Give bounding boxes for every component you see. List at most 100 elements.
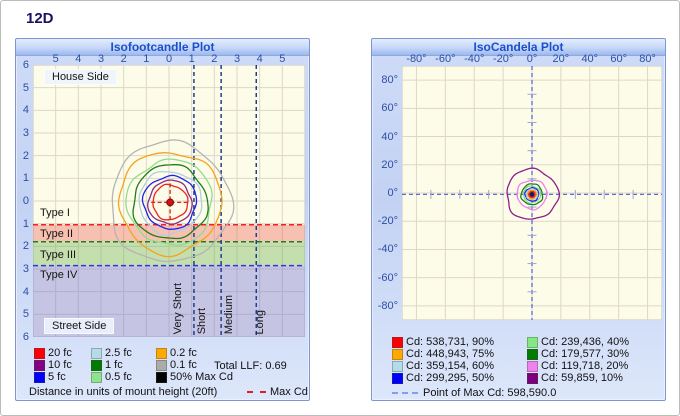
distance-units-note: Distance in units of mount height (20ft) bbox=[29, 386, 218, 398]
legend-label: 1 fc bbox=[105, 359, 123, 371]
distribution-label: Medium bbox=[223, 294, 236, 334]
contour-ring bbox=[125, 158, 213, 246]
y-tick-label: 1 bbox=[22, 172, 29, 185]
legend-swatch bbox=[34, 372, 45, 383]
legend-swatch bbox=[392, 349, 403, 360]
legend-swatch bbox=[156, 360, 167, 371]
zone-label: Type II bbox=[40, 228, 74, 240]
y-tick-label: 5 bbox=[22, 81, 29, 94]
x-tick-label: 2 bbox=[120, 53, 127, 65]
isofootcandle-panel: Isofootcandle Plot 5 4 3 2 1 0 1 2 3 4 5 6 5 4 3 2 1 0 1 2… bbox=[15, 38, 310, 401]
x-tick-label: 5 bbox=[279, 53, 286, 65]
contour-ring bbox=[520, 183, 544, 206]
y-tick-label: 2 bbox=[22, 240, 29, 253]
contour-ring bbox=[132, 164, 209, 240]
distribution-label: Short bbox=[196, 307, 209, 334]
y-tick-label: -20° bbox=[377, 215, 398, 228]
x-tick-label: 40° bbox=[581, 53, 599, 65]
contour-ring bbox=[522, 185, 542, 204]
legend-swatch bbox=[34, 360, 45, 371]
x-tick-label: 2 bbox=[211, 53, 218, 65]
isofootcandle-contour-chart bbox=[33, 65, 305, 337]
legend-swatch bbox=[392, 337, 403, 348]
isofootcandle-plot-title: Isofootcandle Plot bbox=[16, 39, 309, 56]
legend-swatch bbox=[91, 372, 102, 383]
x-tick-label: -40° bbox=[464, 53, 485, 65]
zone-label: Type IV bbox=[40, 268, 78, 281]
x-tick-label: -60° bbox=[435, 53, 456, 65]
x-tick-label: 3 bbox=[233, 53, 241, 65]
y-tick-label: -40° bbox=[377, 243, 398, 256]
contour-ring bbox=[141, 174, 198, 230]
contour-ring bbox=[527, 189, 537, 200]
legend-label: Cd: 239,436, 40% bbox=[541, 336, 630, 348]
legend-swatch bbox=[392, 361, 403, 372]
legend-label: Cd: 448,943, 75% bbox=[406, 348, 495, 360]
y-tick-label: 3 bbox=[22, 263, 29, 275]
point-of-max-cd-label: Point of Max Cd: 598,590.0 bbox=[423, 387, 557, 399]
contour-ring bbox=[528, 190, 536, 199]
legend-label: 0.5 fc bbox=[105, 371, 132, 383]
contour-ring bbox=[524, 186, 540, 202]
house-side-label: House Side bbox=[44, 69, 117, 85]
legend-label: 0.2 fc bbox=[170, 347, 197, 359]
y-tick-label: 0 bbox=[22, 195, 29, 207]
y-tick-label: 80° bbox=[381, 74, 398, 87]
total-llf-value: Total LLF: 0.69 bbox=[214, 360, 287, 372]
isocandela-plot-title: IsoCandela Plot bbox=[372, 39, 665, 56]
legend-swatch bbox=[91, 348, 102, 359]
y-tick-label: 40° bbox=[381, 130, 398, 143]
legend-label: 5 fc bbox=[48, 371, 66, 383]
legend-label: Cd: 179,577, 30% bbox=[541, 348, 630, 360]
y-tick-label: 5 bbox=[22, 308, 29, 321]
y-tick-label: 2 bbox=[22, 149, 29, 162]
contour-ring bbox=[147, 179, 193, 225]
legend-label: 50% Max Cd bbox=[170, 371, 233, 383]
y-tick-label: 60° bbox=[381, 102, 398, 115]
legend-swatch bbox=[527, 337, 538, 348]
legend-label: 10 fc bbox=[48, 359, 72, 371]
x-tick-label: 3 bbox=[97, 53, 105, 65]
isocandela-contour-chart bbox=[402, 66, 662, 320]
legend-swatch bbox=[392, 373, 403, 384]
legend-swatch bbox=[91, 360, 102, 371]
legend-label: Cd: 119,718, 20% bbox=[541, 360, 629, 372]
legend-label: Cd: 359,154, 60% bbox=[406, 360, 495, 372]
legend-label: Cd: 59,859, 10% bbox=[541, 372, 623, 384]
x-tick-label: -80° bbox=[406, 53, 427, 65]
y-tick-label: 6 bbox=[22, 331, 29, 343]
max-cd-point bbox=[529, 192, 535, 197]
legend-label: 20 fc bbox=[48, 347, 72, 359]
isocandela-panel: IsoCandela Plot -80° -60° -40° -20° 0° 20° 40°… bbox=[371, 38, 666, 401]
legend-label: 2.5 fc bbox=[105, 347, 132, 359]
y-tick-label: -80° bbox=[377, 299, 398, 312]
x-tick-label: 0 bbox=[165, 53, 173, 65]
y-tick-label: 1 bbox=[22, 217, 29, 230]
y-tick-label: 4 bbox=[22, 104, 29, 117]
page-title: 12D bbox=[26, 10, 54, 27]
distribution-label: Very Short bbox=[171, 282, 184, 334]
legend-swatch bbox=[34, 348, 45, 359]
isocandela-plot-area bbox=[402, 66, 662, 320]
x-tick-label: 80° bbox=[639, 53, 656, 65]
max-cd-point bbox=[166, 198, 175, 207]
contour-ring bbox=[138, 170, 203, 236]
y-tick-label: 4 bbox=[22, 285, 29, 298]
contour-ring bbox=[506, 167, 561, 220]
zone-label: Type I bbox=[40, 206, 70, 219]
legend-label: Cd: 538,731, 90% bbox=[406, 336, 495, 348]
y-tick-label: -60° bbox=[377, 271, 398, 284]
point-of-max-cd-dash-icon bbox=[392, 392, 418, 394]
isocandela-contour-rings bbox=[506, 167, 561, 220]
max-cd-legend-label: Max Cd bbox=[270, 386, 308, 398]
x-tick-label: 1 bbox=[188, 53, 195, 65]
y-tick-label: 0° bbox=[387, 187, 398, 199]
x-tick-label: -20° bbox=[492, 53, 514, 65]
contour-ring bbox=[516, 179, 548, 211]
legend-swatch bbox=[527, 349, 538, 360]
contour-ring bbox=[111, 139, 235, 263]
distribution-label: Long bbox=[254, 309, 267, 334]
y-tick-label: 3 bbox=[22, 127, 29, 139]
isofootcandle-plot-area: House Side Street Side Type I Type II Type… bbox=[33, 65, 305, 337]
